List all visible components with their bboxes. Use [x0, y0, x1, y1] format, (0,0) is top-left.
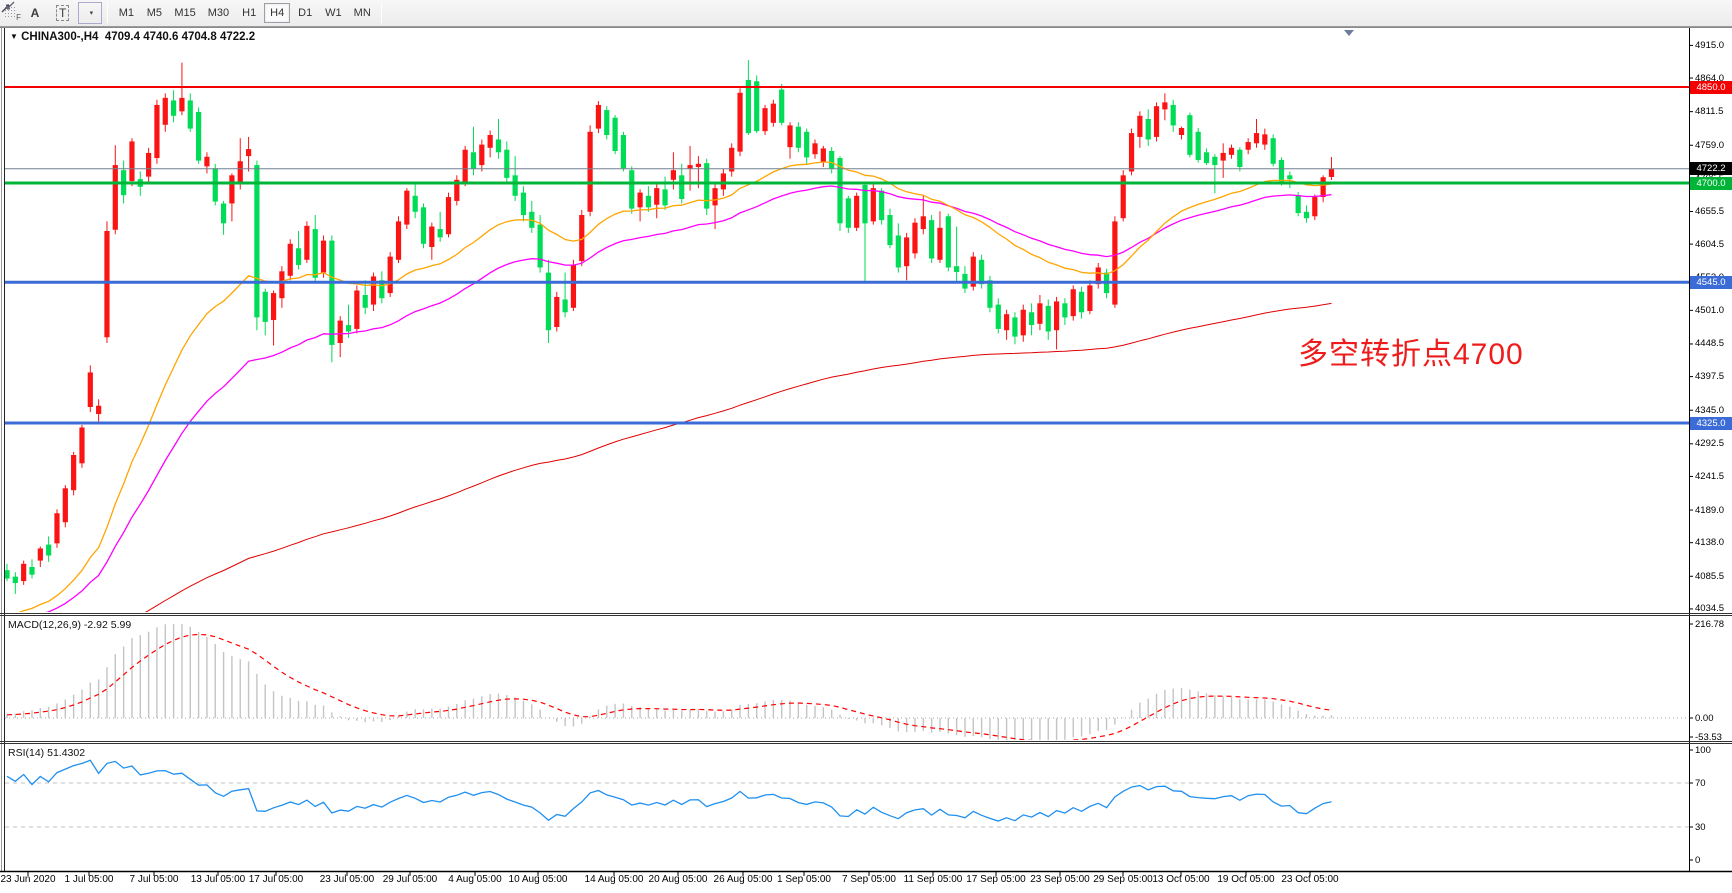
macd-axis-label: 0.00 [1695, 712, 1714, 724]
toolbar-separator [380, 3, 382, 23]
rsi-line [6, 759, 1332, 822]
price-axis-label: 4292.5 [1695, 438, 1725, 450]
timeframe-h4-button[interactable]: H4 [264, 3, 291, 23]
time-axis-label: 4 Aug 05:00 [448, 874, 502, 885]
price-axis-label: 4915.0 [1695, 39, 1725, 51]
chart-symbol-period: CHINA300-,H4 [21, 31, 99, 43]
rsi-label: RSI(14) 51.4302 [8, 747, 86, 759]
time-axis-label: 17 Jul 05:00 [248, 874, 304, 885]
price-axis-label: 4138.0 [1695, 537, 1725, 549]
dropdown-caret-icon: ▾ [89, 10, 94, 17]
chart-title: ▼ CHINA300-,H4 4709.4 4740.6 4704.8 4722… [10, 31, 255, 43]
time-axis-label: 23 Jun 2020 [0, 874, 56, 885]
price-axis-label: 4241.5 [1695, 470, 1725, 482]
time-axis-label: 7 Jul 05:00 [129, 874, 179, 885]
price-badge-4325.0: 4325.0 [1690, 416, 1732, 430]
grip-dots-icon [4, 6, 17, 17]
fast-ma-line [18, 161, 1332, 612]
price-axis-label: 4345.0 [1695, 404, 1725, 416]
time-axis-label: 20 Aug 05:00 [648, 874, 708, 885]
cursor-arrows-icon [1, 1, 15, 13]
timeframe-w1-button[interactable]: W1 [320, 3, 347, 23]
timeframe-m15-button[interactable]: M15 [169, 3, 200, 23]
macd-axis-label: 216.78 [1695, 618, 1725, 630]
price-axis-label: 4864.0 [1695, 72, 1725, 84]
chart-ohlc-values: 4709.4 4740.6 4704.8 4722.2 [104, 31, 256, 43]
price-axis-label: 4759.0 [1695, 139, 1725, 151]
rsi-axis-label: 70 [1695, 777, 1706, 789]
candles-layer [5, 60, 1335, 594]
time-axis-label: 1 Jul 05:00 [64, 874, 114, 885]
current-price-badge: 4722.2 [1690, 162, 1732, 176]
time-axis-label: 10 Aug 05:00 [508, 874, 568, 885]
time-axis-label: 13 Jul 05:00 [190, 874, 246, 885]
time-axis-label: 23 Jul 05:00 [319, 874, 375, 885]
timeframe-m5-button[interactable]: M5 [141, 3, 167, 23]
price-badge-4700.0: 4700.0 [1690, 176, 1732, 190]
rsi-axis-label: 0 [1695, 854, 1701, 866]
text-box-tool-button[interactable]: T [49, 2, 76, 24]
chart-shift-marker-icon [1344, 30, 1354, 36]
text-label-tool-button[interactable]: A [23, 2, 47, 24]
chart-dropdown-icon[interactable]: ▼ [10, 32, 18, 41]
timeframe-h1-button[interactable]: H1 [236, 3, 262, 23]
price-axis-label: 4448.5 [1695, 338, 1725, 350]
timeframe-d1-button[interactable]: D1 [292, 3, 318, 23]
timeframe-m1-button[interactable]: M1 [113, 3, 139, 23]
grip-label: F [16, 13, 21, 22]
price-badge-4545.0: 4545.0 [1690, 275, 1732, 289]
text-box-icon: T [56, 5, 70, 21]
time-axis-label: 13 Oct 05:00 [1152, 874, 1210, 885]
price-axis-label: 4189.0 [1695, 504, 1725, 516]
price-axis-label: 4397.5 [1695, 371, 1725, 383]
chart-annotation[interactable]: 多空转折点4700 [1298, 338, 1524, 371]
time-axis-label: 26 Aug 05:00 [713, 874, 773, 885]
time-axis-label: 23 Sep 05:00 [1030, 874, 1090, 885]
macd-label: MACD(12,26,9) -2.92 5.99 [8, 619, 132, 631]
rsi-axis-label: 100 [1695, 744, 1711, 756]
price-axis-label: 4655.5 [1695, 205, 1725, 217]
time-axis-label: 17 Sep 05:00 [966, 874, 1026, 885]
time-axis-label: 14 Aug 05:00 [584, 874, 644, 885]
price-axis-label: 4034.5 [1695, 603, 1725, 615]
price-axis-label: 4085.5 [1695, 570, 1725, 582]
time-axis-label: 19 Oct 05:00 [1217, 874, 1275, 885]
price-axis-label: 4501.0 [1695, 304, 1725, 316]
timeframe-m30-button[interactable]: M30 [203, 3, 234, 23]
time-axis-label: 11 Sep 05:00 [903, 874, 963, 885]
price-axis-label: 4604.5 [1695, 238, 1725, 250]
time-axis-label: 29 Jul 05:00 [382, 874, 438, 885]
cursor-arrows-tool-button[interactable]: ▾ [1, 1, 103, 24]
toolbar-grip[interactable]: F [2, 4, 22, 22]
mid-ma-line [45, 185, 1332, 612]
price-axis-label: 4811.5 [1695, 106, 1724, 118]
toolbar-separator [107, 3, 109, 23]
time-axis-label: 7 Sep 05:00 [842, 874, 896, 885]
timeframe-mn-button[interactable]: MN [349, 3, 376, 23]
time-axis-label: 29 Sep 05:00 [1093, 874, 1153, 885]
slow-ma-line [145, 302, 1332, 612]
macd-axis-label: -53.53 [1695, 731, 1722, 743]
price-badge-4850.0: 4850.0 [1690, 80, 1732, 94]
macd-histogram [6, 624, 1333, 740]
moving-averages-layer [18, 161, 1332, 612]
time-axis-label: 23 Oct 05:00 [1281, 874, 1339, 885]
macd-signal-line [6, 633, 1332, 740]
rsi-axis-label: 30 [1695, 821, 1706, 833]
time-axis-label: 1 Sep 05:00 [777, 874, 831, 885]
toolbar: F A T ▾ M1 M5 M15 M30 H1 H4 D1 W1 MN [0, 0, 1732, 27]
